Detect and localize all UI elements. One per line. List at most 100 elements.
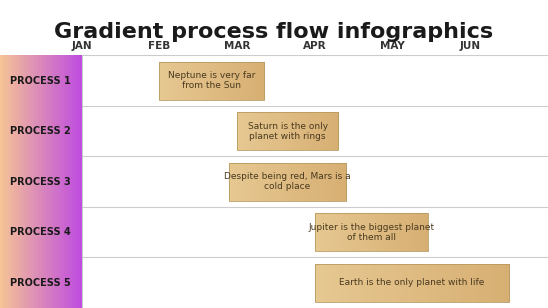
Bar (340, 213, 344, 251)
Bar (332, 163, 335, 201)
Bar (326, 112, 329, 150)
Bar (10, 257, 12, 308)
Bar (339, 264, 345, 302)
Bar (220, 62, 223, 100)
Bar (377, 213, 380, 251)
Bar (15, 156, 17, 207)
Bar (36, 156, 38, 207)
Bar (222, 62, 226, 100)
Bar (28, 156, 30, 207)
Bar (55, 55, 58, 106)
Text: FEB: FEB (148, 41, 170, 51)
Bar (33, 257, 35, 308)
Bar (363, 213, 366, 251)
Bar (5, 207, 7, 257)
Bar (277, 112, 281, 150)
Bar (18, 55, 20, 106)
Bar (323, 213, 327, 251)
Text: Saturn is the only
planet with rings: Saturn is the only planet with rings (248, 122, 328, 141)
Bar (65, 106, 68, 156)
Bar (343, 213, 346, 251)
Bar (431, 264, 437, 302)
Bar (15, 257, 17, 308)
Bar (45, 207, 48, 257)
Bar (80, 106, 82, 156)
Bar (54, 106, 56, 156)
Bar (270, 112, 273, 150)
Bar (25, 156, 27, 207)
Bar (279, 163, 283, 201)
Bar (55, 156, 58, 207)
Bar (42, 55, 45, 106)
Bar (49, 55, 52, 106)
Bar (57, 106, 60, 156)
Bar (251, 62, 255, 100)
Bar (54, 156, 56, 207)
Bar (13, 106, 15, 156)
Bar (73, 106, 76, 156)
Bar (28, 106, 30, 156)
Bar (159, 62, 264, 100)
Bar (247, 163, 250, 201)
Bar (72, 55, 74, 106)
Bar (39, 55, 42, 106)
Bar (164, 62, 168, 100)
Text: PROCESS 1: PROCESS 1 (10, 76, 71, 86)
Bar (405, 213, 409, 251)
Bar (62, 106, 65, 156)
Bar (337, 163, 341, 201)
Bar (485, 264, 490, 302)
Bar (8, 106, 10, 156)
Bar (417, 264, 423, 302)
Bar (460, 264, 466, 302)
Bar (237, 112, 338, 150)
Bar (55, 257, 58, 308)
Bar (59, 156, 61, 207)
Bar (214, 62, 218, 100)
Bar (315, 213, 427, 251)
Bar (353, 264, 359, 302)
Text: PROCESS 5: PROCESS 5 (10, 278, 71, 288)
Bar (167, 62, 170, 100)
Bar (285, 163, 288, 201)
Bar (21, 257, 24, 308)
Bar (334, 264, 340, 302)
Bar (52, 106, 55, 156)
Bar (57, 156, 60, 207)
Bar (412, 264, 418, 302)
Bar (180, 62, 184, 100)
Bar (77, 207, 79, 257)
Bar (267, 112, 271, 150)
Bar (2, 257, 4, 308)
Bar (50, 207, 53, 257)
Text: Earth is the only planet with life: Earth is the only planet with life (339, 278, 484, 287)
Bar (41, 55, 43, 106)
Bar (3, 207, 5, 257)
Bar (50, 257, 53, 308)
Bar (255, 112, 258, 150)
Bar (162, 62, 165, 100)
Bar (340, 163, 344, 201)
Bar (323, 163, 326, 201)
Bar (33, 156, 35, 207)
Bar (308, 163, 312, 201)
Bar (55, 106, 58, 156)
Bar (5, 106, 7, 156)
Bar (333, 112, 336, 150)
Bar (60, 156, 63, 207)
Text: Gradient process flow infographics: Gradient process flow infographics (54, 22, 494, 42)
Bar (254, 62, 257, 100)
Bar (5, 257, 7, 308)
Bar (25, 55, 27, 106)
Bar (321, 112, 324, 150)
Bar (470, 264, 476, 302)
Text: PROCESS 3: PROCESS 3 (10, 177, 71, 187)
Bar (73, 156, 76, 207)
Bar (65, 257, 68, 308)
Bar (67, 106, 70, 156)
Text: JAN: JAN (71, 41, 92, 51)
Bar (42, 156, 45, 207)
Bar (173, 62, 176, 100)
Bar (358, 264, 364, 302)
Bar (311, 163, 315, 201)
